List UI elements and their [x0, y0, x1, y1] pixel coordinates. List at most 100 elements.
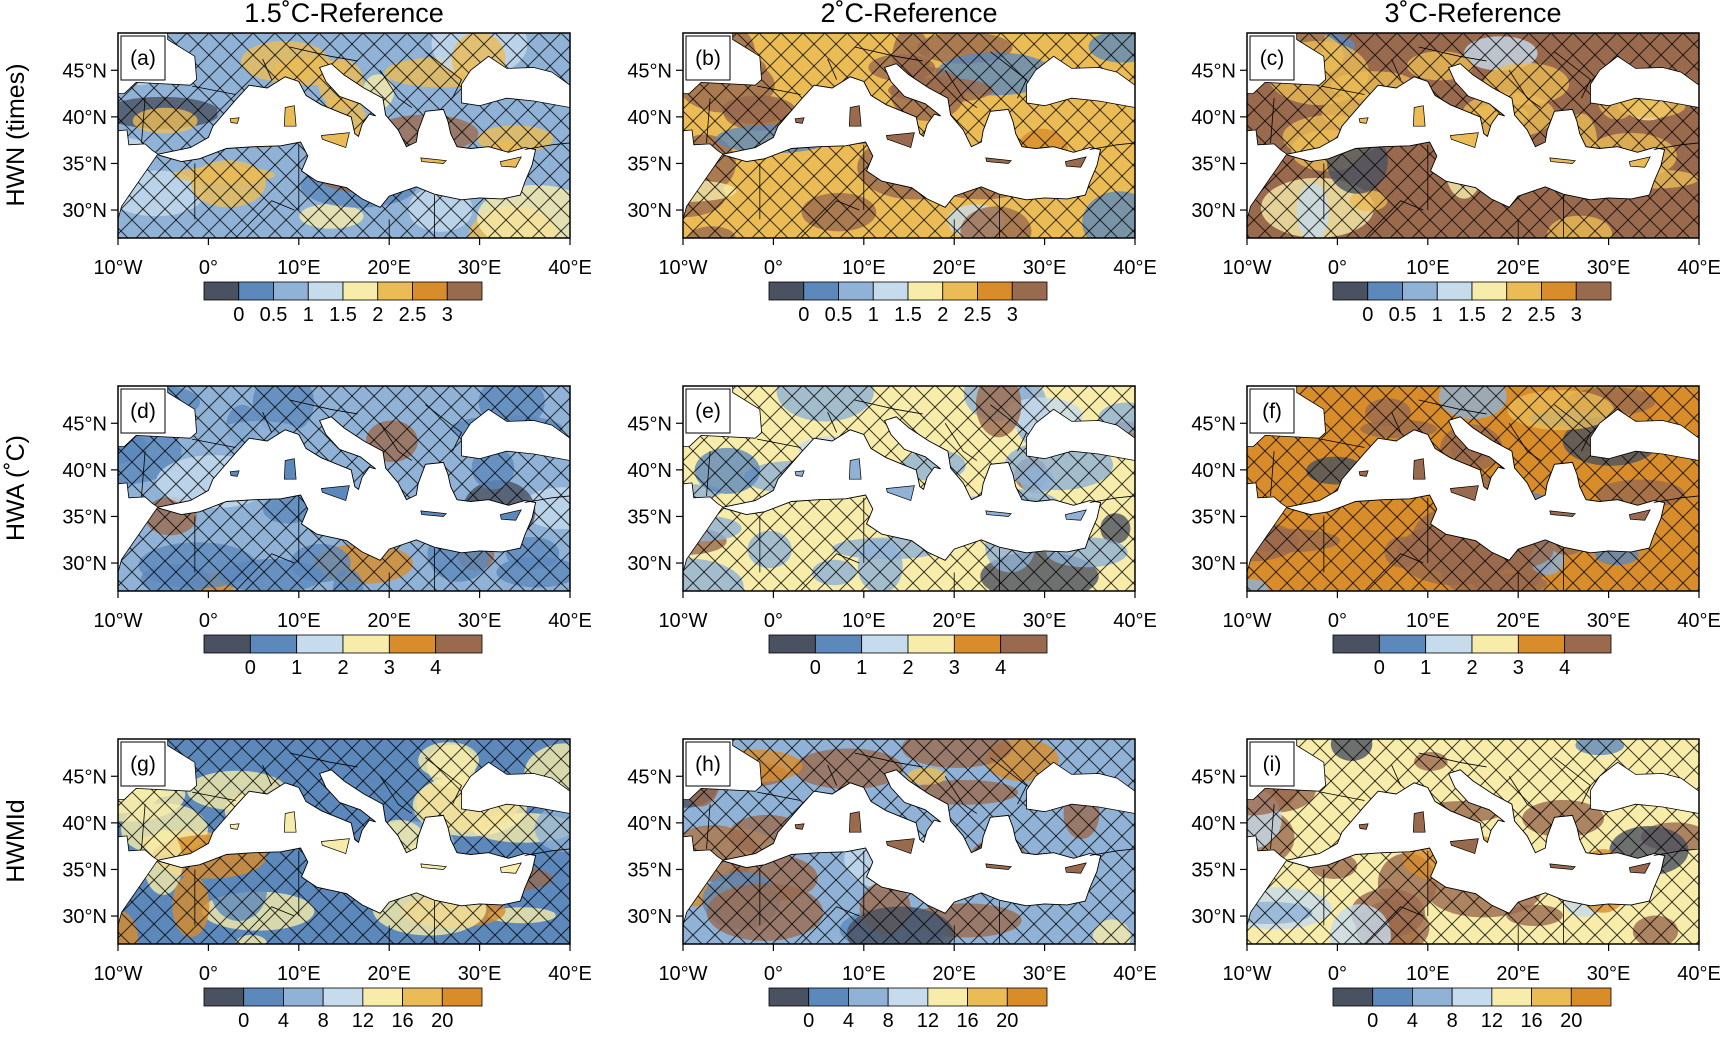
lon-tick-label: 40°E — [1677, 963, 1721, 985]
colorbar-bin — [342, 281, 379, 301]
black-sea — [1590, 761, 1699, 814]
island — [229, 823, 240, 830]
colorbar-bin — [1531, 987, 1572, 1007]
country-border — [379, 776, 413, 814]
atlantic-south — [118, 482, 159, 573]
lat-tick-label: 40°N — [1191, 813, 1236, 835]
colorbar-label: 12 — [917, 1010, 939, 1032]
country-border — [1321, 85, 1365, 95]
country-border — [1508, 70, 1542, 108]
colorbar-bin — [1402, 281, 1438, 301]
colorbar-label: 12 — [1481, 1010, 1503, 1032]
colorbar-bin — [927, 987, 968, 1007]
colorbar-bin — [446, 281, 483, 301]
panel-label-box — [120, 388, 166, 434]
country-border — [235, 553, 295, 591]
lon-tick-label: 20°E — [1496, 610, 1540, 632]
column-title: 1.5˚C-Reference — [244, 0, 444, 28]
black-sea — [1026, 761, 1135, 814]
lon-tick-label: 30°E — [1023, 963, 1067, 985]
colorbar-bin — [362, 987, 403, 1007]
island — [1449, 132, 1479, 149]
colorbar-bin — [977, 281, 1013, 301]
map-field — [683, 33, 1135, 238]
country-border — [757, 791, 801, 801]
panel-label-box — [120, 35, 166, 81]
island — [283, 811, 297, 833]
country-border — [1554, 51, 1592, 99]
colorbar-label: 2.5 — [964, 304, 992, 326]
country-border — [854, 399, 923, 415]
island — [1549, 863, 1576, 870]
country-border — [1554, 757, 1592, 805]
colorbar-bin — [1471, 634, 1519, 654]
colorbar-label: 2 — [372, 304, 383, 326]
island — [1412, 811, 1426, 833]
colorbar-label: 2 — [902, 657, 913, 679]
lat-tick-label: 30°N — [627, 200, 672, 222]
country-border — [524, 142, 570, 150]
lon-tick-label: 10°W — [1222, 963, 1271, 985]
colorbar-label: 0 — [803, 1010, 814, 1032]
colorbar-label: 2 — [1466, 657, 1477, 679]
colorbar-bin — [322, 987, 364, 1007]
country-border — [757, 438, 801, 448]
island — [499, 862, 522, 874]
country-border — [827, 58, 838, 80]
colorbar: 0 0.5 1 1.5 2 2.5 3 — [1332, 281, 1612, 326]
row-label: HWA (˚C) — [2, 435, 30, 541]
colorbar-bin — [273, 281, 309, 301]
atlantic-south — [1247, 482, 1288, 573]
lat-tick-label: 35°N — [1191, 506, 1236, 528]
colorbar: 0 1 2 3 4 — [203, 634, 483, 679]
map-panel-d: (d) 45°N 40°N 35°N 30°N 10°W 0° 10°E 20°E 30°E 40°… — [62, 385, 592, 679]
colorbar-bin — [377, 281, 413, 301]
colorbar: 0 4 8 12 16 20 — [203, 987, 483, 1032]
lon-tick-label: 40°E — [1677, 257, 1721, 279]
country-border — [1508, 776, 1542, 814]
column-title: 3˚C-Reference — [1384, 0, 1561, 28]
island — [985, 510, 1012, 517]
colorbar-bin — [1006, 987, 1048, 1007]
colorbar-bin — [435, 634, 483, 654]
map-frame — [1246, 385, 1700, 592]
colorbar-bin — [203, 987, 245, 1007]
lat-tick-label: 45°N — [1191, 766, 1236, 788]
island — [1064, 862, 1087, 874]
atlantic-south — [118, 129, 159, 220]
row-label: HWN (times) — [2, 63, 30, 206]
country-border — [1508, 423, 1542, 461]
island — [320, 485, 350, 502]
lat-tick-label: 45°N — [1191, 413, 1236, 435]
island — [1449, 838, 1479, 855]
map-frame — [117, 32, 571, 239]
panel-label: (g) — [130, 753, 156, 776]
lon-tick-label: 40°E — [1113, 257, 1157, 279]
colorbar-bin — [1517, 634, 1566, 654]
map-frame — [117, 385, 571, 592]
country-border — [944, 70, 978, 108]
atlantic-south — [683, 482, 724, 573]
country-border — [1554, 404, 1592, 452]
colorbar-bin — [388, 634, 437, 654]
lon-tick-label: 0° — [199, 610, 218, 632]
colorbar-bin — [1564, 634, 1612, 654]
map-panel-i: (i) 45°N 40°N 35°N 30°N 10°W 0° 10°E 20°E 30°E 40°… — [1191, 738, 1721, 1032]
panel-label-box — [1249, 388, 1295, 434]
country-border — [262, 58, 273, 80]
island — [885, 838, 915, 855]
island — [499, 509, 522, 521]
panel-label: (i) — [1263, 753, 1282, 776]
island — [1064, 156, 1087, 168]
panel-label-box — [685, 388, 731, 434]
colorbar-label: 4 — [1559, 657, 1570, 679]
country-border — [524, 848, 570, 856]
country-border — [1321, 791, 1365, 801]
map-field — [1247, 33, 1699, 238]
lat-tick-label: 40°N — [62, 813, 107, 835]
colorbar-bin — [307, 281, 344, 301]
colorbar-label: 2 — [937, 304, 948, 326]
lon-tick-label: 30°E — [458, 963, 502, 985]
lon-tick-label: 10°W — [1222, 610, 1271, 632]
